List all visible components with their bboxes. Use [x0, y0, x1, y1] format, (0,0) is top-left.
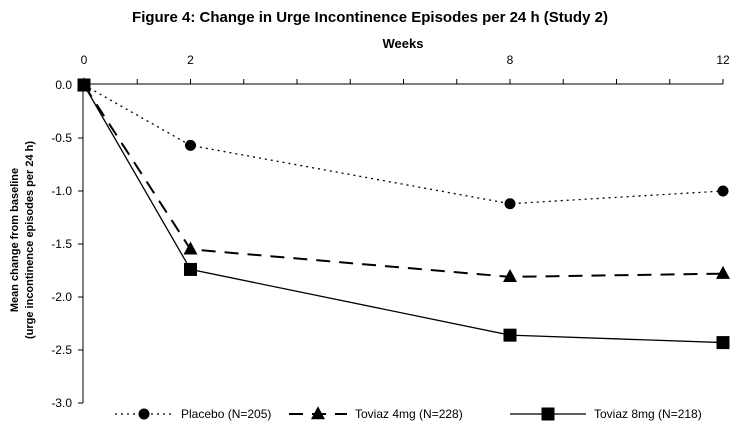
series-line: [83, 84, 724, 278]
x-tick-label: 2: [187, 53, 194, 67]
x-tick-label: 12: [716, 53, 730, 67]
axes: 0 2 8 12 0.0 -0.5 -1.0 -1.5 -2.0 -2.5 -3.0: [51, 53, 730, 410]
legend-marker-square: [541, 407, 555, 421]
legend-label: Toviaz 8mg (N=218): [594, 407, 702, 421]
y-tick-label: 0.0: [55, 78, 72, 92]
series-square: [77, 78, 730, 350]
legend-item: Placebo (N=205): [115, 407, 271, 421]
legend-marker-circle: [138, 408, 150, 420]
x-tick-label: 0: [81, 53, 88, 67]
x-axis-label: Weeks: [383, 36, 424, 51]
legend: Placebo (N=205) Toviaz 4mg (N=228) Toviaz …: [115, 406, 702, 421]
chart-title: Figure 4: Change in Urge Incontinence Ep…: [132, 9, 608, 26]
series-line: [83, 84, 724, 344]
y-tick-label: -1.5: [51, 237, 72, 251]
series-line: [83, 84, 724, 205]
y-tick-label: -1.0: [51, 184, 72, 198]
data-point-circle: [717, 185, 729, 197]
y-tick-label: -3.0: [51, 396, 72, 410]
data-point-circle: [185, 139, 196, 151]
y-axis-label: Mean change from baseline (urge incontin…: [9, 141, 36, 339]
data-point-square: [716, 336, 730, 350]
x-tick-label: 8: [507, 53, 514, 67]
data-point-square: [77, 78, 91, 92]
data-point-triangle: [503, 269, 517, 283]
legend-item: Toviaz 4mg (N=228): [289, 406, 463, 421]
data-point-square: [503, 328, 517, 342]
data-point-triangle: [183, 241, 198, 255]
legend-marker-triangle: [311, 406, 325, 420]
y-axis-label-line-2: (urge incontinence episodes per 24 h): [24, 141, 36, 339]
data-point-square: [184, 262, 197, 276]
data-point-circle: [504, 198, 516, 210]
y-axis-label-line-1: Mean change from baseline: [9, 168, 21, 312]
legend-label: Placebo (N=205): [181, 407, 271, 421]
y-tick-label: -2.0: [51, 290, 72, 304]
data-point-triangle: [716, 265, 730, 279]
legend-item: Toviaz 8mg (N=218): [510, 407, 702, 421]
series-circle: [78, 79, 729, 210]
series-layer: [77, 77, 730, 350]
y-tick-label: -2.5: [51, 343, 72, 357]
legend-label: Toviaz 4mg (N=228): [355, 407, 463, 421]
y-tick-label: -0.5: [51, 131, 72, 145]
series-triangle: [77, 77, 730, 283]
